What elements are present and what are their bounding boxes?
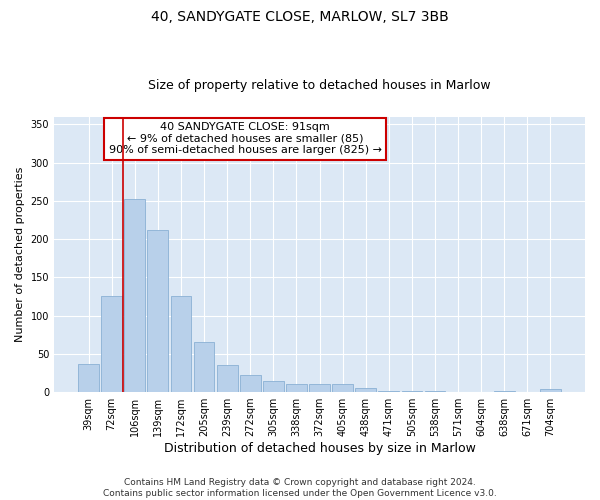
Bar <box>101 296 122 392</box>
Bar <box>379 390 399 392</box>
Bar <box>332 384 353 392</box>
Bar <box>148 230 168 392</box>
Bar <box>217 366 238 392</box>
Bar <box>240 376 260 392</box>
X-axis label: Distribution of detached houses by size in Marlow: Distribution of detached houses by size … <box>164 442 475 455</box>
Bar <box>78 364 99 392</box>
Bar <box>194 342 214 392</box>
Bar <box>263 380 284 392</box>
Bar <box>286 384 307 392</box>
Bar <box>124 200 145 392</box>
Bar <box>355 388 376 392</box>
Text: 40 SANDYGATE CLOSE: 91sqm
← 9% of detached houses are smaller (85)
90% of semi-d: 40 SANDYGATE CLOSE: 91sqm ← 9% of detach… <box>109 122 382 156</box>
Y-axis label: Number of detached properties: Number of detached properties <box>15 166 25 342</box>
Bar <box>309 384 330 392</box>
Text: 40, SANDYGATE CLOSE, MARLOW, SL7 3BB: 40, SANDYGATE CLOSE, MARLOW, SL7 3BB <box>151 10 449 24</box>
Text: Contains HM Land Registry data © Crown copyright and database right 2024.
Contai: Contains HM Land Registry data © Crown c… <box>103 478 497 498</box>
Title: Size of property relative to detached houses in Marlow: Size of property relative to detached ho… <box>148 79 491 92</box>
Bar <box>540 389 561 392</box>
Bar <box>170 296 191 392</box>
